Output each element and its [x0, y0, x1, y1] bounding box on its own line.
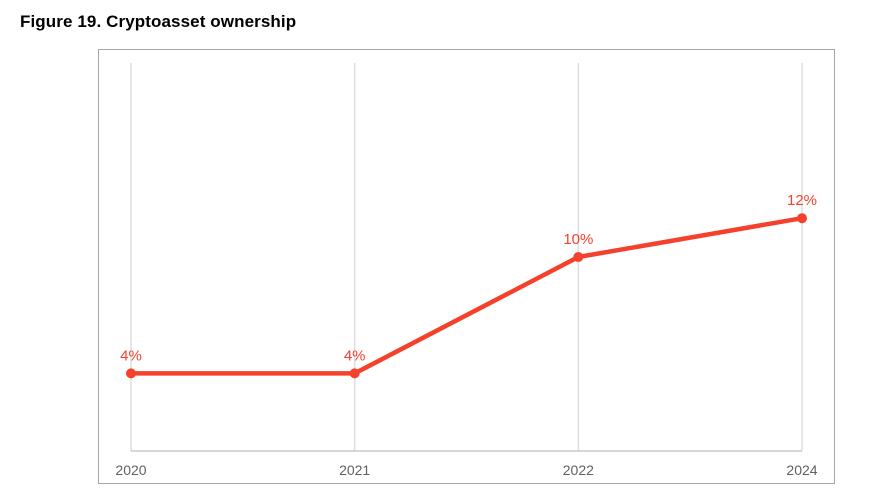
data-point-2024: [797, 213, 807, 224]
data-label-2024: 12%: [787, 192, 817, 209]
data-label-2020: 4%: [120, 347, 142, 364]
figure-title: Figure 19. Cryptoasset ownership: [20, 12, 297, 31]
x-tick-label-2020: 2020: [115, 462, 146, 478]
series-line: [128, 215, 805, 376]
chart-frame: 4% 2020 4% 2021 10% 2022 12% 2024: [98, 49, 835, 484]
x-tick-label-2024: 2024: [786, 462, 817, 478]
data-point-2022: [573, 252, 584, 262]
data-point-2020: [126, 368, 136, 379]
data-label-2021: 4%: [344, 347, 366, 364]
x-tick-label-2022: 2022: [563, 462, 594, 478]
line-chart: 4% 2020 4% 2021 10% 2022 12% 2024: [115, 63, 818, 478]
data-label-2022: 10%: [563, 231, 593, 248]
data-point-2021: [349, 368, 360, 379]
x-tick-label-2021: 2021: [339, 462, 370, 478]
